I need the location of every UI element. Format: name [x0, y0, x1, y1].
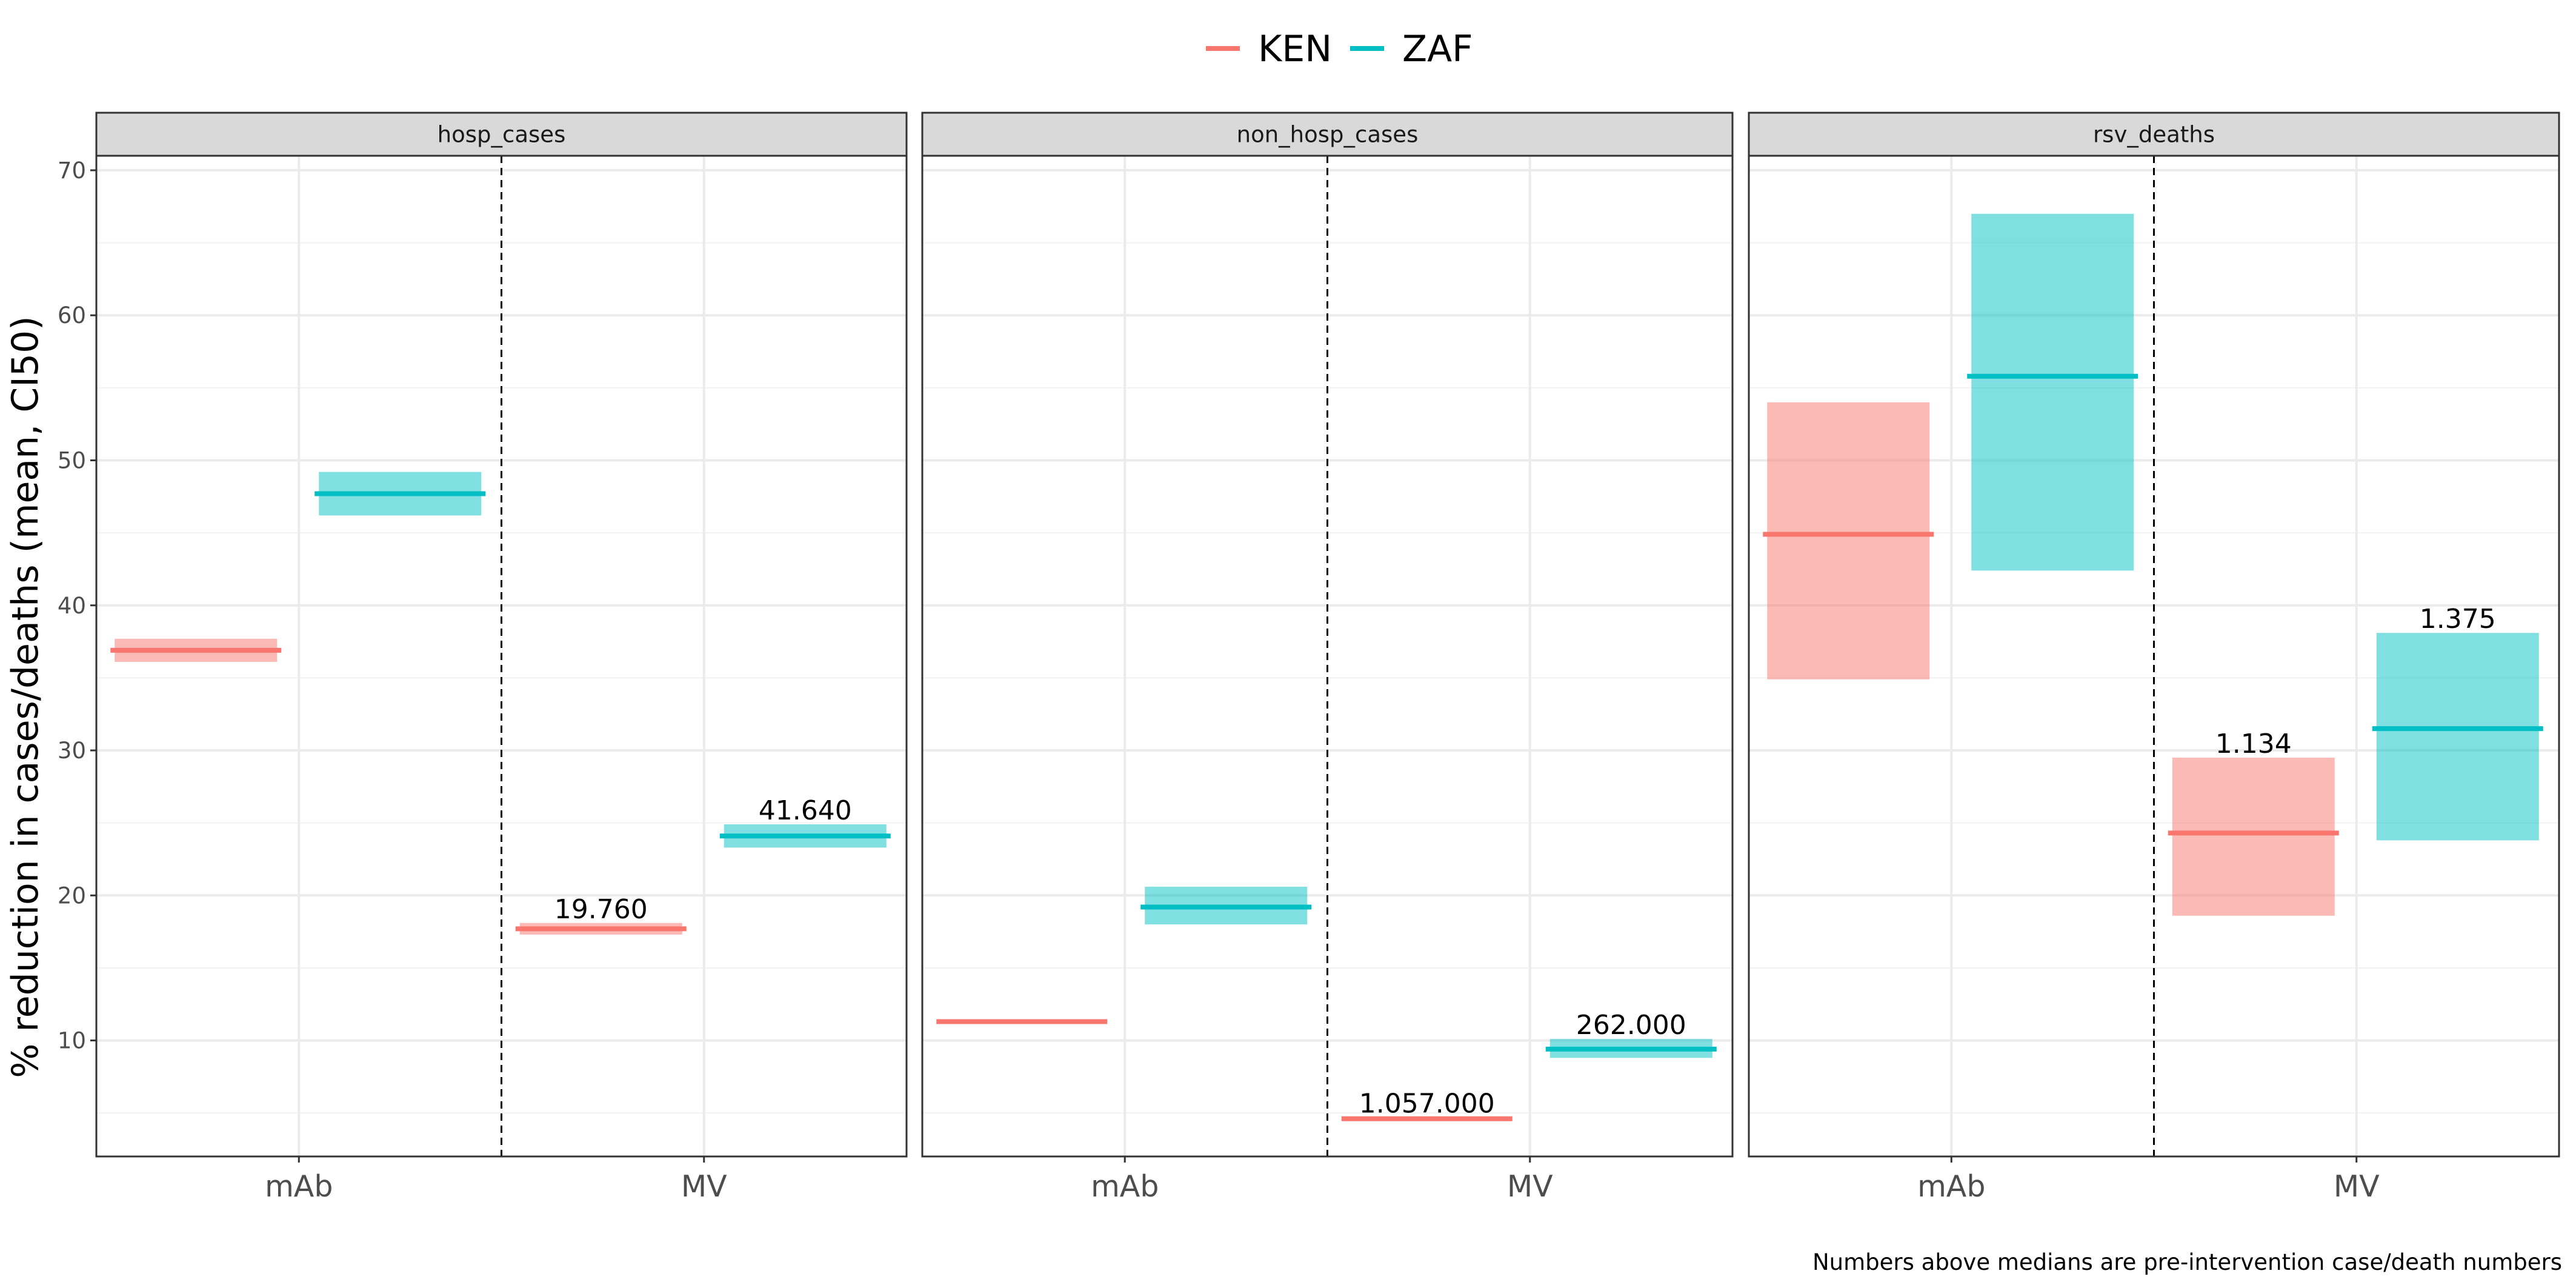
- y-tick-label: 30: [58, 738, 86, 764]
- x-tick-label: mAb: [265, 1169, 333, 1204]
- x-tick-label: MV: [2334, 1169, 2380, 1204]
- data-label-KEN-MV: 1.134: [2215, 729, 2292, 759]
- ci-box-ZAF-MV: [2376, 633, 2539, 841]
- legend: KEN ZAF: [1206, 28, 1473, 70]
- y-axis: 10 20 30 40 50 60 70: [58, 158, 96, 1054]
- y-tick-label: 20: [58, 883, 86, 909]
- y-tick-label: 60: [58, 302, 86, 329]
- data-label-ZAF-MV: 41.640: [759, 795, 852, 826]
- y-tick-label: 40: [58, 593, 86, 619]
- legend-label-ZAF: ZAF: [1402, 28, 1473, 70]
- data-label-ZAF-MV: 1.375: [2420, 604, 2496, 635]
- strip-rsv_deaths: [1748, 112, 2560, 157]
- strip-label: rsv_deaths: [2093, 122, 2215, 148]
- y-tick-label: 50: [58, 447, 86, 473]
- x-tick-label: mAb: [1091, 1169, 1159, 1204]
- ci-box-KEN-MV: [2172, 757, 2335, 916]
- caption: Numbers above medians are pre-interventi…: [1812, 1249, 2562, 1275]
- ci-box-KEN-mAb: [1767, 402, 1930, 679]
- panel-non_hosp_cases: 1.057.000 262.000 non_hosp_cases mAb MV: [921, 112, 1734, 1204]
- strip-non_hosp_cases: [921, 112, 1734, 157]
- y-tick-label: 10: [58, 1028, 86, 1054]
- legend-label-KEN: KEN: [1258, 28, 1332, 70]
- x-tick-label: MV: [681, 1169, 727, 1204]
- strip-label: hosp_cases: [438, 122, 566, 148]
- strip-hosp_cases: [95, 112, 908, 157]
- data-label-KEN-MV: 1.057.000: [1359, 1088, 1495, 1119]
- y-tick-label: 70: [58, 158, 86, 184]
- x-tick-label: mAb: [1917, 1169, 1985, 1204]
- ci-box-ZAF-mAb: [1971, 213, 2134, 571]
- x-tick-label: MV: [1507, 1169, 1553, 1204]
- y-axis-title: % reduction in cases/deaths (mean, CI50): [4, 316, 47, 1078]
- data-label-ZAF-MV: 262.000: [1576, 1010, 1686, 1041]
- data-label-KEN-MV: 19.760: [554, 894, 648, 925]
- panel-hosp_cases: 19.760 41.640 hosp_cases mAb MV: [95, 112, 908, 1204]
- strip-label: non_hosp_cases: [1237, 122, 1419, 148]
- panel-rsv_deaths: 1.134 1.375 rsv_deaths mAb MV: [1748, 112, 2560, 1204]
- facet-panels: 19.760 41.640 hosp_cases mAb MV 1.057.000 262.…: [95, 112, 2560, 1204]
